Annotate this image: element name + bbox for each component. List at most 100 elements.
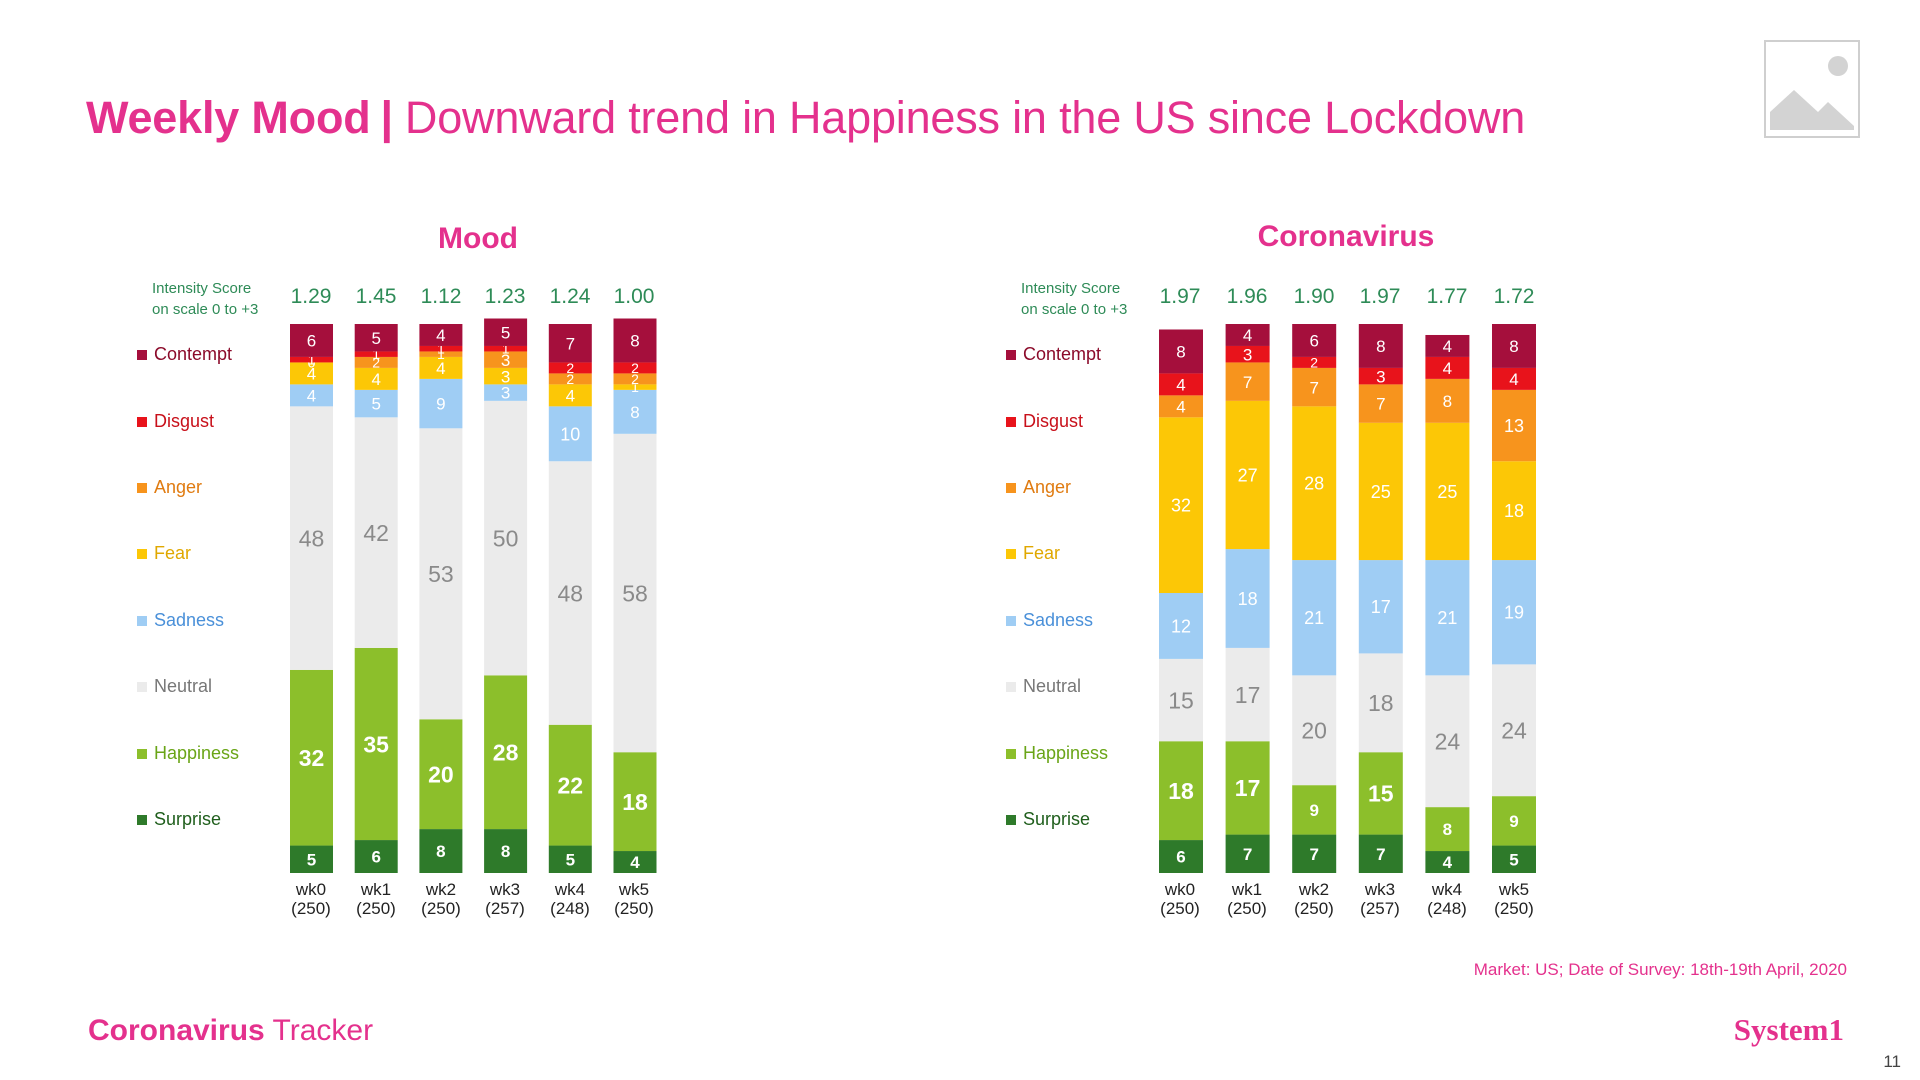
- corona-legend-neutral: Neutral: [1006, 676, 1081, 697]
- legend-label: Happiness: [1023, 743, 1109, 763]
- bar-segment-anger-wk0: [1159, 395, 1203, 418]
- bar-segment-sadness-wk1: [1225, 549, 1270, 648]
- mood-intensity-label: Intensity Score on scale 0 to +3: [152, 278, 258, 320]
- legend-label: Contempt: [1023, 344, 1102, 364]
- bar-label-contempt-wk1: 4: [1243, 326, 1252, 345]
- bar-label-disgust-wk5: 4: [1509, 370, 1518, 389]
- bar-label-surprise-wk0: 6: [1176, 848, 1185, 867]
- bar-label-neutral-wk3: 18: [1368, 690, 1394, 716]
- image-placeholder-icon: [1764, 40, 1860, 138]
- corona-legend-happiness: Happiness: [1006, 743, 1108, 764]
- bar-label-contempt-wk5: 8: [1509, 337, 1518, 356]
- survey-footnote: Market: US; Date of Survey: 18th-19th Ap…: [1473, 960, 1847, 979]
- bar-segment-surprise-wk0: [290, 845, 333, 873]
- bar-segment-neutral-wk3: [484, 400, 528, 676]
- bar-segment-surprise-wk4: [1425, 851, 1470, 873]
- sample-size: (250): [1494, 899, 1534, 918]
- legend-label: Sadness: [154, 610, 225, 630]
- bar-segment-disgust-wk3: [484, 345, 528, 352]
- legend-label: Fear: [154, 543, 192, 563]
- bar-segment-happiness-wk2: [1292, 785, 1337, 835]
- bar-segment-neutral-wk1: [354, 417, 398, 648]
- bar-label-neutral-wk5: 24: [1501, 718, 1527, 744]
- mood-xlabel-wk3: wk3 (257): [472, 880, 538, 918]
- week-label: wk4: [554, 880, 586, 899]
- mood-score-wk4: 1.24: [549, 285, 591, 308]
- bar-label-contempt-wk2: 6: [1309, 332, 1318, 351]
- bar-label-fear-wk2: 4: [436, 359, 445, 378]
- coronavirus-chart-title: Coronavirus: [1257, 220, 1435, 253]
- bar-segment-happiness-wk4: [1425, 807, 1470, 852]
- bar-label-anger-wk0: 0: [308, 354, 316, 370]
- week-label: wk3: [1364, 880, 1396, 899]
- corona-legend-surprise: Surprise: [1006, 809, 1090, 830]
- legend-swatch: [137, 814, 147, 825]
- coronavirus-intensity-label: Intensity Score on scale 0 to +3: [1021, 278, 1127, 320]
- bar-segment-sadness-wk3: [484, 384, 528, 401]
- bar-label-anger-wk5: 2: [631, 371, 639, 387]
- legend-swatch: [137, 349, 147, 360]
- bar-segment-fear-wk3: [1358, 422, 1403, 561]
- bar-segment-contempt-wk1: [354, 324, 398, 352]
- bar-label-fear-wk2: 28: [1304, 474, 1324, 494]
- sample-size: (250): [1227, 899, 1267, 918]
- bar-label-anger-wk0: 4: [1176, 397, 1185, 416]
- corona-score-wk2: 1.90: [1293, 285, 1335, 308]
- week-label: wk1: [1231, 880, 1263, 899]
- bar-label-disgust-wk0: 1: [308, 352, 316, 368]
- legend-label: Surprise: [1023, 809, 1091, 829]
- bar-segment-anger-wk5: [1492, 389, 1536, 462]
- bar-label-fear-wk0: 32: [1171, 496, 1191, 516]
- legend-label: Contempt: [154, 344, 233, 364]
- bar-segment-fear-wk2: [1292, 406, 1337, 561]
- bar-label-contempt-wk3: 8: [1376, 337, 1385, 356]
- week-label: wk5: [618, 880, 650, 899]
- bar-segment-contempt-wk0: [290, 324, 333, 357]
- bar-segment-anger-wk5: [613, 373, 657, 385]
- bar-segment-contempt-wk2: [419, 324, 463, 346]
- bar-label-surprise-wk2: 7: [1309, 845, 1318, 864]
- bar-label-sadness-wk3: 17: [1371, 597, 1391, 617]
- bar-label-sadness-wk3: 3: [501, 384, 510, 403]
- bar-segment-neutral-wk2: [419, 428, 463, 720]
- bar-label-anger-wk5: 13: [1504, 416, 1524, 436]
- bar-segment-happiness-wk2: [419, 719, 463, 830]
- bar-label-disgust-wk2: 1: [437, 341, 445, 357]
- bar-label-contempt-wk5: 8: [630, 332, 639, 351]
- sample-size: (248): [550, 899, 590, 918]
- bar-segment-sadness-wk5: [613, 389, 657, 434]
- bar-segment-neutral-wk3: [1358, 653, 1403, 753]
- bar-segment-contempt-wk4: [548, 324, 592, 363]
- sample-size: (250): [614, 899, 654, 918]
- bar-segment-fear-wk1: [354, 367, 398, 390]
- bar-label-disgust-wk4: 2: [566, 360, 574, 376]
- bar-label-disgust-wk1: 1: [372, 346, 380, 362]
- bar-segment-sadness-wk3: [1358, 560, 1403, 654]
- bar-segment-anger-wk1: [354, 356, 398, 368]
- bar-label-sadness-wk1: 18: [1238, 589, 1258, 609]
- bar-label-neutral-wk4: 48: [558, 580, 584, 606]
- bar-segment-happiness-wk5: [1492, 796, 1536, 846]
- mood-xlabel-wk4: wk4 (248): [537, 880, 603, 918]
- corona-legend-anger: Anger: [1006, 477, 1071, 498]
- bar-label-happiness-wk3: 15: [1368, 781, 1394, 807]
- bar-label-surprise-wk3: 8: [501, 842, 510, 861]
- corona-score-wk3: 1.97: [1359, 285, 1401, 308]
- page-number: 11: [1883, 1052, 1901, 1071]
- legend-swatch: [1006, 615, 1016, 626]
- corona-xlabel-wk2: wk2 (250): [1281, 880, 1347, 918]
- bar-segment-fear-wk4: [1425, 422, 1470, 561]
- bar-segment-anger-wk4: [548, 373, 592, 385]
- week-label: wk4: [1431, 880, 1463, 899]
- bar-segment-disgust-wk2: [1292, 356, 1337, 368]
- bar-label-neutral-wk3: 50: [493, 525, 519, 551]
- title-rest: Downward trend in Happiness in the US si…: [404, 92, 1526, 143]
- week-label: wk3: [489, 880, 521, 899]
- bar-label-surprise-wk3: 7: [1376, 845, 1385, 864]
- bar-segment-anger-wk4: [1425, 378, 1470, 423]
- bar-segment-neutral-wk4: [1425, 675, 1470, 808]
- bar-label-fear-wk3: 3: [501, 367, 510, 386]
- sample-size: (248): [1427, 899, 1467, 918]
- brand-left-rest: Tracker: [264, 1014, 374, 1047]
- bar-segment-neutral-wk0: [290, 406, 333, 670]
